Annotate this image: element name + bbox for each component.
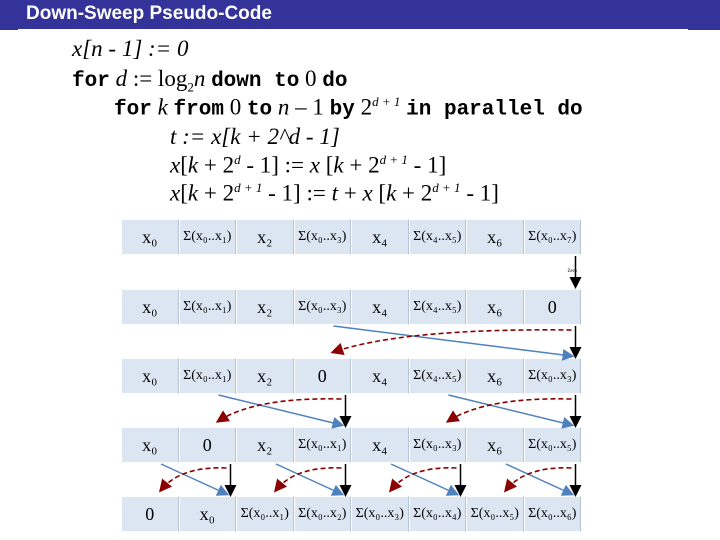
array-cell: x₀ bbox=[121, 427, 179, 463]
array-cell: x₆ bbox=[466, 358, 524, 394]
array-cell: Σ(x₄..x₅) bbox=[408, 219, 466, 255]
array-row-0: x₀ Σ(x₀..x₁) x₂ Σ(x₀..x₃) x₄ Σ(x₄..x₅) x₆ Σ(x₀.… bbox=[121, 219, 581, 255]
array-cell: Σ(x₀..x₆) bbox=[523, 496, 581, 532]
zero-label: Zero bbox=[568, 269, 578, 274]
red-dashed-arrow bbox=[273, 467, 342, 493]
code-line-3: for k from 0 to n – 1 by 2d + 1 in paral… bbox=[114, 94, 583, 122]
title-bar: Down-Sweep Pseudo-Code bbox=[0, 0, 720, 31]
array-cell: x₆ bbox=[466, 219, 524, 255]
blue-arrow bbox=[160, 463, 230, 496]
array-cell: 0 bbox=[178, 427, 236, 463]
red-dashed-arrow bbox=[158, 467, 227, 493]
array-cell: x₀ bbox=[121, 358, 179, 394]
array-cell: 0 bbox=[293, 358, 351, 394]
array-cell: 0 bbox=[523, 289, 581, 325]
code-line-5: x[k + 2d - 1] := x [k + 2d + 1 - 1] bbox=[170, 152, 447, 178]
array-cell: x₄ bbox=[351, 358, 409, 394]
red-dashed-arrow bbox=[330, 329, 572, 356]
array-cell: x₂ bbox=[236, 358, 294, 394]
title-rule bbox=[18, 29, 688, 31]
array-cell: Σ(x₀..x₃) bbox=[408, 427, 466, 463]
code-line-6: x[k + 2d + 1 - 1] := t + x [k + 2d + 1 -… bbox=[170, 180, 499, 206]
red-dashed-arrow bbox=[503, 467, 572, 493]
array-cell: Σ(x₄..x₅) bbox=[408, 289, 466, 325]
array-cell: Σ(x₀..x₄) bbox=[408, 496, 466, 532]
blue-arrow bbox=[275, 463, 345, 496]
array-cell: Σ(x₀..x₁) bbox=[178, 219, 236, 255]
blue-arrow bbox=[218, 394, 345, 429]
array-cell: Σ(x₀..x₂) bbox=[293, 496, 351, 532]
array-cell: x₀ bbox=[178, 496, 236, 532]
array-cell: x₂ bbox=[236, 289, 294, 325]
red-dashed-arrow bbox=[215, 398, 342, 423]
red-dashed-arrow bbox=[388, 467, 457, 493]
array-cell: x₄ bbox=[351, 289, 409, 325]
array-cell: x₂ bbox=[236, 219, 294, 255]
array-row-2: x₀ Σ(x₀..x₁) x₂ 0 x₄ Σ(x₄..x₅) x₆ Σ(x₀..x₃) bbox=[121, 358, 581, 394]
array-cell: 0 bbox=[121, 496, 179, 532]
blue-arrow bbox=[505, 463, 575, 496]
array-cell: x₄ bbox=[351, 427, 409, 463]
array-cell: Σ(x₀..x₃) bbox=[523, 358, 581, 394]
code-line-4: t := x[k + 2^d - 1] bbox=[170, 124, 340, 149]
array-cell: Σ(x₀..x₃) bbox=[351, 496, 409, 532]
array-cell: x₄ bbox=[351, 219, 409, 255]
array-cell: Σ(x₀..x₇) bbox=[523, 219, 581, 255]
slide-title: Down-Sweep Pseudo-Code bbox=[26, 3, 272, 24]
blue-arrow bbox=[448, 394, 575, 429]
array-cell: Σ(x₀..x₁) bbox=[178, 358, 236, 394]
array-cell: Σ(x₀..x₁) bbox=[293, 427, 351, 463]
array-cell: Σ(x₄..x₅) bbox=[408, 358, 466, 394]
array-row-3: x₀ 0 x₂ Σ(x₀..x₁) x₄ Σ(x₀..x₃) x₆ Σ(x₀..x₅) bbox=[121, 427, 581, 463]
array-cell: Σ(x₀..x₁) bbox=[236, 496, 294, 532]
code-line-2: for d := log2n down to 0 do bbox=[72, 66, 348, 95]
array-cell: x₂ bbox=[236, 427, 294, 463]
array-row-1: x₀ Σ(x₀..x₁) x₂ Σ(x₀..x₃) x₄ Σ(x₄..x₅) x₆ 0 bbox=[121, 289, 581, 325]
code-line-1: x[n - 1] := 0 bbox=[72, 36, 189, 61]
array-cell: Σ(x₀..x₅) bbox=[523, 427, 581, 463]
array-row-4: 0 x₀ Σ(x₀..x₁) Σ(x₀..x₂) Σ(x₀..x₃) Σ(x₀..x₄) Σ… bbox=[121, 496, 581, 532]
array-cell: x₀ bbox=[121, 289, 179, 325]
blue-arrow bbox=[390, 463, 460, 496]
array-cell: Σ(x₀..x₃) bbox=[293, 289, 351, 325]
array-cell: x₆ bbox=[466, 289, 524, 325]
array-cell: Σ(x₀..x₃) bbox=[293, 219, 351, 255]
blue-arrow bbox=[333, 325, 575, 361]
array-cell: x₀ bbox=[121, 219, 179, 255]
array-cell: Σ(x₀..x₁) bbox=[178, 289, 236, 325]
array-cell: Σ(x₀..x₅) bbox=[466, 496, 524, 532]
red-dashed-arrow bbox=[445, 398, 572, 423]
array-cell: x₆ bbox=[466, 427, 524, 463]
